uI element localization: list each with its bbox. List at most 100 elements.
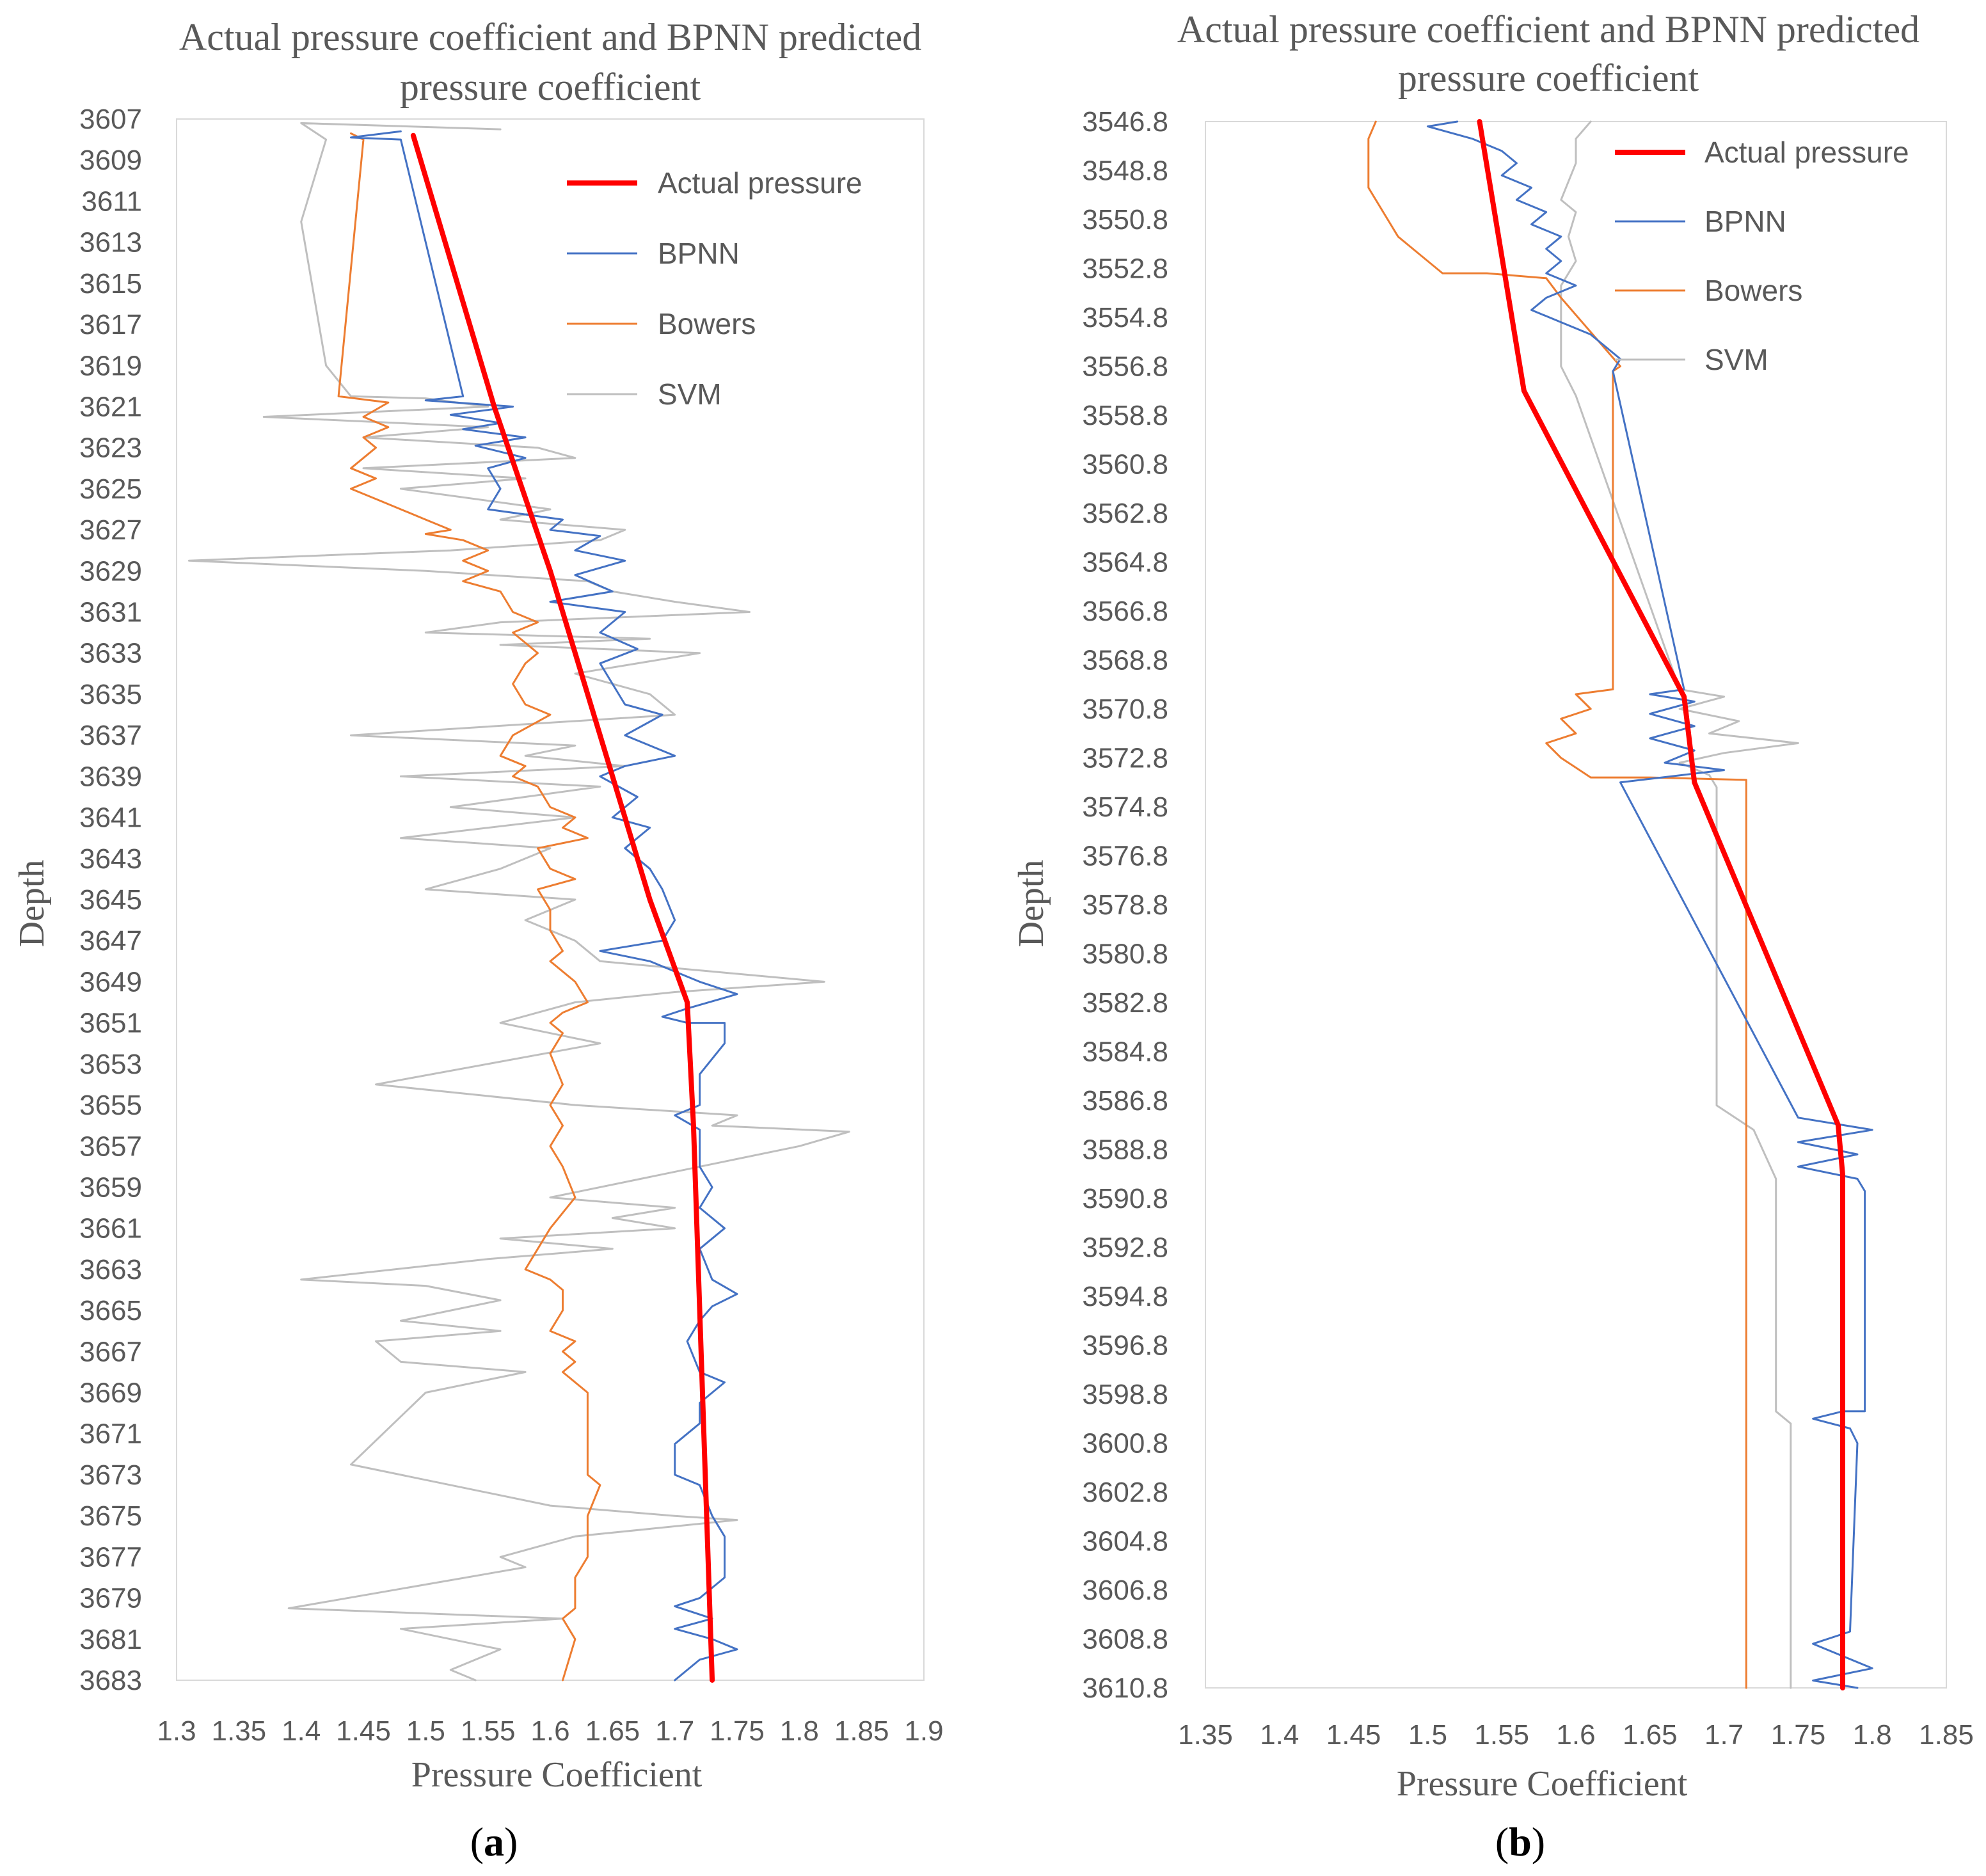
- chart-b-legend-label-svm: SVM: [1704, 343, 1768, 376]
- chart-b-y-tick-label: 3560.8: [1082, 449, 1168, 481]
- chart-a-panel-label: (a): [470, 1819, 518, 1864]
- chart-b-x-ticks: 1.35 1.4 1.45 1.5 1.55 1.6 1.65 1.7 1.75 1.8 1.85: [1178, 1719, 1974, 1751]
- chart-a-legend-label-actual-pressure: Actual pressure: [658, 166, 862, 200]
- chart-b-x-tick-label: 1.7: [1704, 1719, 1744, 1751]
- chart-b-series-bowers-line: [1367, 120, 1747, 1689]
- chart-b-y-tick-label: 3578.8: [1082, 889, 1168, 921]
- chart-b-y-tick-label: 3564.8: [1082, 547, 1168, 578]
- chart-a-x-tick-label: 1.8: [780, 1715, 819, 1747]
- chart-a-y-tick-label: 3627: [79, 514, 142, 546]
- chart-b-y-tick-label: 3574.8: [1082, 791, 1168, 823]
- chart-a-x-tick-label: 1.9: [904, 1715, 943, 1747]
- chart-a-y-tick-label: 3681: [79, 1624, 142, 1655]
- chart-b-panel-label-close: ): [1532, 1819, 1545, 1864]
- chart-a-y-tick-label: 3651: [79, 1008, 142, 1039]
- chart-b-x-tick-label: 1.6: [1556, 1719, 1595, 1751]
- chart-b-y-tick-label: 3600.8: [1082, 1428, 1168, 1459]
- chart-a-y-tick-label: 3673: [79, 1459, 142, 1491]
- chart-b-y-tick-label: 3554.8: [1082, 302, 1168, 333]
- chart-b-y-tick-label: 3608.8: [1082, 1624, 1168, 1655]
- chart-a-x-axis-title: Pressure Coefficient: [411, 1755, 703, 1795]
- chart-a-y-tick-label: 3659: [79, 1172, 142, 1203]
- chart-b-legend: Actual pressure BPNN Bowers SVM: [1615, 136, 1909, 376]
- chart-b-x-tick-label: 1.85: [1919, 1719, 1974, 1751]
- chart-b-series: [1367, 119, 1873, 1690]
- chart-a-y-axis-title: Depth: [12, 860, 52, 948]
- chart-b-y-tick-label: 3582.8: [1082, 987, 1168, 1019]
- chart-a-y-tick-label: 3649: [79, 966, 142, 998]
- chart-a-y-tick-label: 3637: [79, 720, 142, 751]
- chart-a-y-tick-label: 3655: [79, 1090, 142, 1121]
- chart-a-y-tick-label: 3625: [79, 473, 142, 505]
- chart-b-x-tick-label: 1.55: [1474, 1719, 1529, 1751]
- chart-a-y-tick-label: 3635: [79, 679, 142, 710]
- chart-b-title-line-2: pressure coefficient: [1398, 57, 1699, 99]
- chart-a-y-tick-label: 3639: [79, 761, 142, 792]
- chart-b-y-tick-label: 3562.8: [1082, 498, 1168, 529]
- chart-b-y-tick-label: 3586.8: [1082, 1085, 1168, 1117]
- chart-a-y-tick-label: 3647: [79, 925, 142, 957]
- chart-b-y-tick-label: 3550.8: [1082, 204, 1168, 235]
- chart-b-y-tick-label: 3572.8: [1082, 743, 1168, 774]
- chart-b-y-tick-label: 3592.8: [1082, 1232, 1168, 1264]
- chart-b-x-tick-label: 1.75: [1771, 1719, 1826, 1751]
- chart-b-y-tick-label: 3602.8: [1082, 1477, 1168, 1508]
- chart-a-x-tick-label: 1.35: [212, 1715, 267, 1747]
- chart-b-y-tick-label: 3580.8: [1082, 939, 1168, 970]
- chart-a-y-tick-label: 3629: [79, 555, 142, 587]
- chart-a-title-line-1: Actual pressure coefficient and BPNN pre…: [179, 16, 921, 58]
- chart-a-y-tick-label: 3645: [79, 884, 142, 916]
- chart-b-y-tick-label: 3548.8: [1082, 155, 1168, 187]
- chart-a-title-line-2: pressure coefficient: [400, 66, 701, 108]
- chart-b-y-tick-label: 3606.8: [1082, 1575, 1168, 1606]
- chart-b-x-tick-label: 1.5: [1408, 1719, 1447, 1751]
- chart-b-y-tick-label: 3576.8: [1082, 841, 1168, 872]
- chart-a-y-tick-label: 3611: [81, 186, 142, 217]
- chart-a-y-tick-label: 3675: [79, 1500, 142, 1532]
- chart-b-y-tick-label: 3590.8: [1082, 1183, 1168, 1214]
- chart-a-x-tick-label: 1.85: [834, 1715, 889, 1747]
- chart-b-y-tick-label: 3596.8: [1082, 1330, 1168, 1362]
- chart-a-y-tick-label: 3607: [79, 104, 142, 135]
- chart-b-y-tick-label: 3584.8: [1082, 1037, 1168, 1068]
- chart-a-y-tick-label: 3617: [79, 309, 142, 340]
- chart-b-x-tick-label: 1.65: [1623, 1719, 1678, 1751]
- chart-b-title-line-1: Actual pressure coefficient and BPNN pre…: [1177, 8, 1919, 51]
- chart-a-series: [188, 122, 850, 1683]
- chart-a-y-tick-label: 3667: [79, 1336, 142, 1367]
- chart-b-plot-frame: [1205, 121, 1947, 1689]
- chart-b-y-tick-label: 3558.8: [1082, 400, 1168, 431]
- chart-a-y-tick-label: 3615: [79, 268, 142, 299]
- chart-a-y-tick-label: 3613: [79, 227, 142, 258]
- chart-a-y-tick-label: 3621: [79, 391, 142, 422]
- chart-b-y-ticks: 3546.8 3548.8 3550.8 3552.8 3554.8 3556.8 3558…: [1082, 106, 1168, 1704]
- chart-a-legend-label-svm: SVM: [658, 378, 722, 411]
- chart-b-y-tick-label: 3588.8: [1082, 1134, 1168, 1166]
- chart-a-series-bpnn-line: [350, 130, 738, 1681]
- chart-a-y-tick-label: 3619: [79, 350, 142, 381]
- chart-b-y-tick-label: 3566.8: [1082, 596, 1168, 627]
- chart-b-y-tick-label: 3604.8: [1082, 1526, 1168, 1557]
- chart-b-y-axis-title: Depth: [1012, 860, 1051, 948]
- chart-a-y-tick-label: 3679: [79, 1583, 142, 1614]
- chart-a-x-ticks: 1.3 1.35 1.4 1.45 1.5 1.55 1.6 1.65 1.7 1.75 1.8 1.…: [157, 1715, 943, 1747]
- chart-a-y-tick-label: 3643: [79, 843, 142, 875]
- chart-a-x-tick-label: 1.65: [585, 1715, 640, 1747]
- chart-a-y-tick-label: 3665: [79, 1295, 142, 1326]
- chart-b-y-tick-label: 3598.8: [1082, 1379, 1168, 1410]
- chart-a-y-tick-label: 3661: [79, 1213, 142, 1244]
- chart-a-x-tick-label: 1.6: [530, 1715, 569, 1747]
- chart-a-y-ticks: 3607 3609 3611 3613 3615 3617 3619 3621 3623 3625…: [79, 104, 142, 1696]
- chart-a-series-bowers-line: [337, 132, 601, 1681]
- chart-b-x-tick-label: 1.8: [1853, 1719, 1892, 1751]
- chart-b-panel-label-letter: b: [1509, 1819, 1532, 1864]
- chart-b-series-bpnn-line: [1426, 120, 1873, 1689]
- chart-b-y-tick-label: 3546.8: [1082, 106, 1168, 138]
- chart-a-y-tick-label: 3669: [79, 1378, 142, 1409]
- chart-a-x-tick-label: 1.7: [655, 1715, 694, 1747]
- chart-a-y-tick-label: 3633: [79, 638, 142, 669]
- chart-b-legend-label-bpnn: BPNN: [1704, 205, 1786, 238]
- chart-a-y-tick-label: 3657: [79, 1131, 142, 1162]
- chart-a-y-tick-label: 3683: [79, 1665, 142, 1696]
